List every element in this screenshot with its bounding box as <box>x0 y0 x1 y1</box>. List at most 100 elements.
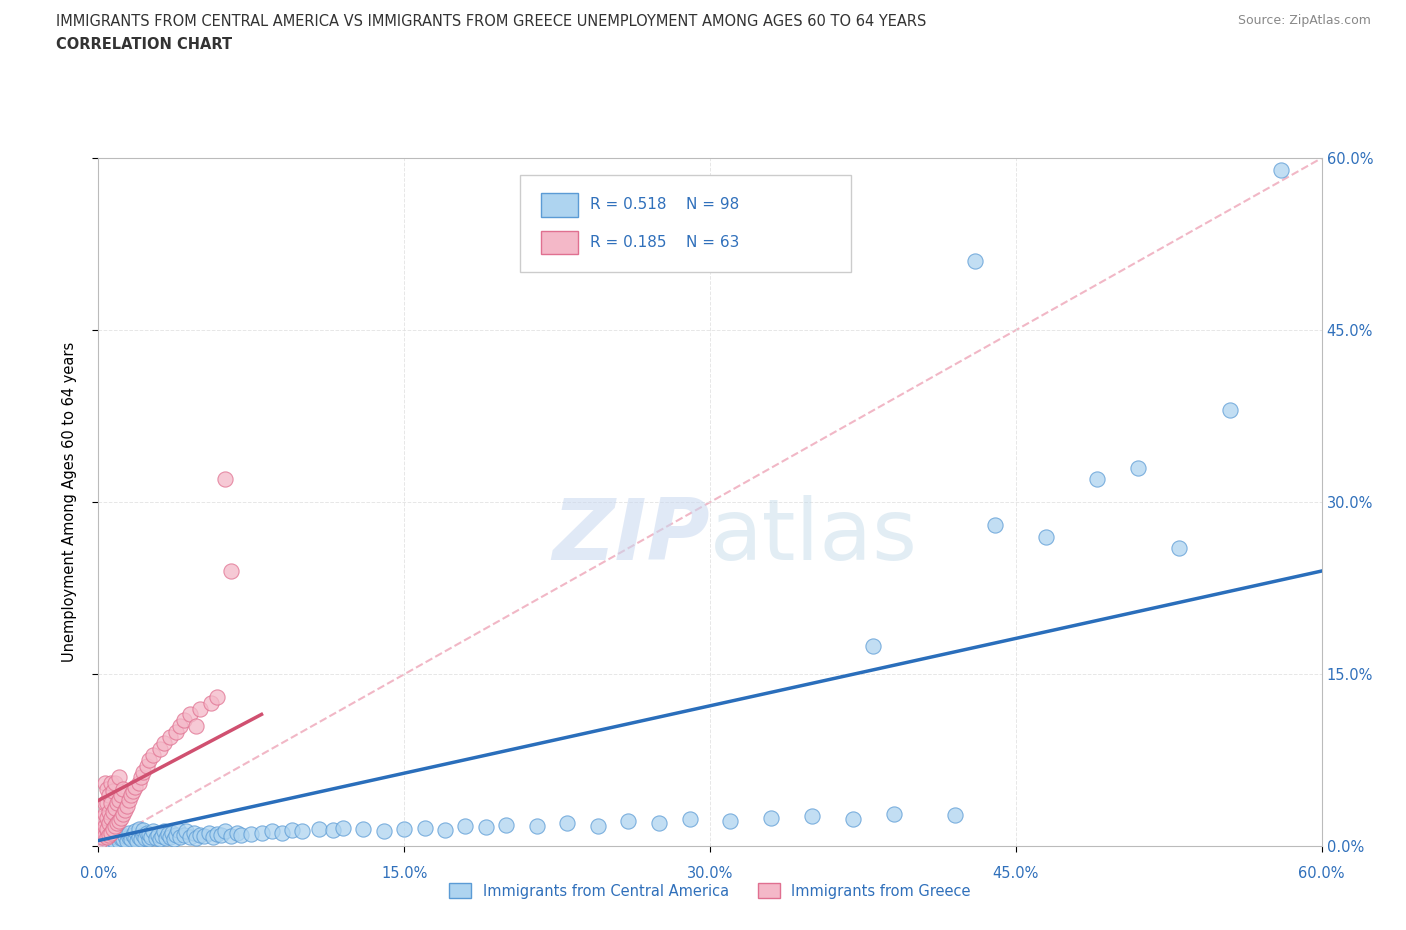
Point <box>89 833 111 848</box>
Point <box>128 776 150 790</box>
Point <box>105 816 128 830</box>
Text: R = 0.185    N = 63: R = 0.185 N = 63 <box>591 234 740 249</box>
Point <box>124 779 146 794</box>
Point <box>108 828 131 843</box>
Point <box>110 787 132 802</box>
Point <box>128 822 150 837</box>
Point <box>101 822 124 837</box>
Text: R = 0.518    N = 98: R = 0.518 N = 98 <box>591 197 740 212</box>
Point <box>136 825 159 840</box>
Point <box>801 809 824 824</box>
Point <box>219 564 242 578</box>
Point <box>197 825 219 840</box>
Point <box>138 826 160 841</box>
Point <box>118 825 141 840</box>
Point <box>761 810 783 825</box>
Point <box>1167 540 1189 555</box>
Point <box>586 818 609 833</box>
Point <box>97 804 120 819</box>
Point <box>118 830 141 844</box>
Point <box>101 832 124 847</box>
Text: 45.0%: 45.0% <box>993 866 1039 881</box>
Text: Source: ZipAtlas.com: Source: ZipAtlas.com <box>1237 14 1371 27</box>
Bar <box>541 193 578 217</box>
Point <box>322 823 344 838</box>
Point <box>105 830 128 844</box>
Text: CORRELATION CHART: CORRELATION CHART <box>56 37 232 52</box>
Point <box>152 736 174 751</box>
Point <box>1219 403 1241 418</box>
Point <box>111 806 134 821</box>
Point <box>862 638 884 653</box>
Point <box>104 818 127 833</box>
Point <box>160 825 183 840</box>
Point <box>96 830 118 844</box>
Point <box>149 741 172 756</box>
Point <box>679 811 702 826</box>
Point <box>205 826 228 841</box>
Point <box>1128 460 1150 475</box>
Point <box>97 787 120 802</box>
Point <box>93 776 115 790</box>
Point <box>111 781 134 796</box>
Point <box>240 826 263 841</box>
Point <box>93 818 115 833</box>
Point <box>165 724 187 739</box>
Point <box>138 753 160 768</box>
Point <box>93 795 115 810</box>
Point <box>219 829 242 844</box>
Point <box>110 810 132 825</box>
Point <box>167 823 190 838</box>
Point <box>557 816 579 830</box>
Point <box>474 819 498 834</box>
Point <box>120 787 142 802</box>
Point <box>96 781 118 796</box>
Point <box>231 828 253 843</box>
Point <box>149 832 172 847</box>
Point <box>96 795 118 810</box>
Point <box>883 806 905 821</box>
FancyBboxPatch shape <box>520 176 851 272</box>
Point <box>91 833 114 848</box>
Text: IMMIGRANTS FROM CENTRAL AMERICA VS IMMIGRANTS FROM GREECE UNEMPLOYMENT AMONG AGE: IMMIGRANTS FROM CENTRAL AMERICA VS IMMIG… <box>56 14 927 29</box>
Point <box>110 830 132 845</box>
Point <box>100 825 122 840</box>
Point <box>200 696 222 711</box>
Point <box>150 829 173 844</box>
Point <box>205 690 228 705</box>
Point <box>114 829 136 844</box>
Point <box>454 818 477 833</box>
Point <box>100 795 122 810</box>
Point <box>97 828 120 843</box>
Point <box>108 770 131 785</box>
Point <box>159 830 181 844</box>
Point <box>308 822 330 837</box>
Point <box>173 828 195 843</box>
Point <box>101 804 124 819</box>
Point <box>188 828 212 843</box>
Point <box>152 824 174 839</box>
Point <box>173 712 195 727</box>
Point <box>260 824 283 839</box>
Point <box>108 793 131 808</box>
Point <box>124 830 146 845</box>
Point <box>179 830 201 844</box>
Point <box>526 818 548 833</box>
Point <box>193 829 215 844</box>
Point <box>179 707 201 722</box>
Point <box>291 824 314 839</box>
Point <box>132 828 155 843</box>
Point <box>97 828 120 843</box>
Text: 15.0%: 15.0% <box>381 866 427 881</box>
Point <box>1085 472 1108 486</box>
Point <box>136 759 159 774</box>
Point <box>101 825 124 840</box>
Point <box>965 254 987 269</box>
Point <box>129 832 152 847</box>
Point <box>159 730 181 745</box>
Point <box>163 832 186 847</box>
Point <box>114 803 136 817</box>
Point <box>214 472 236 486</box>
Point <box>93 806 115 821</box>
Point <box>93 830 115 844</box>
